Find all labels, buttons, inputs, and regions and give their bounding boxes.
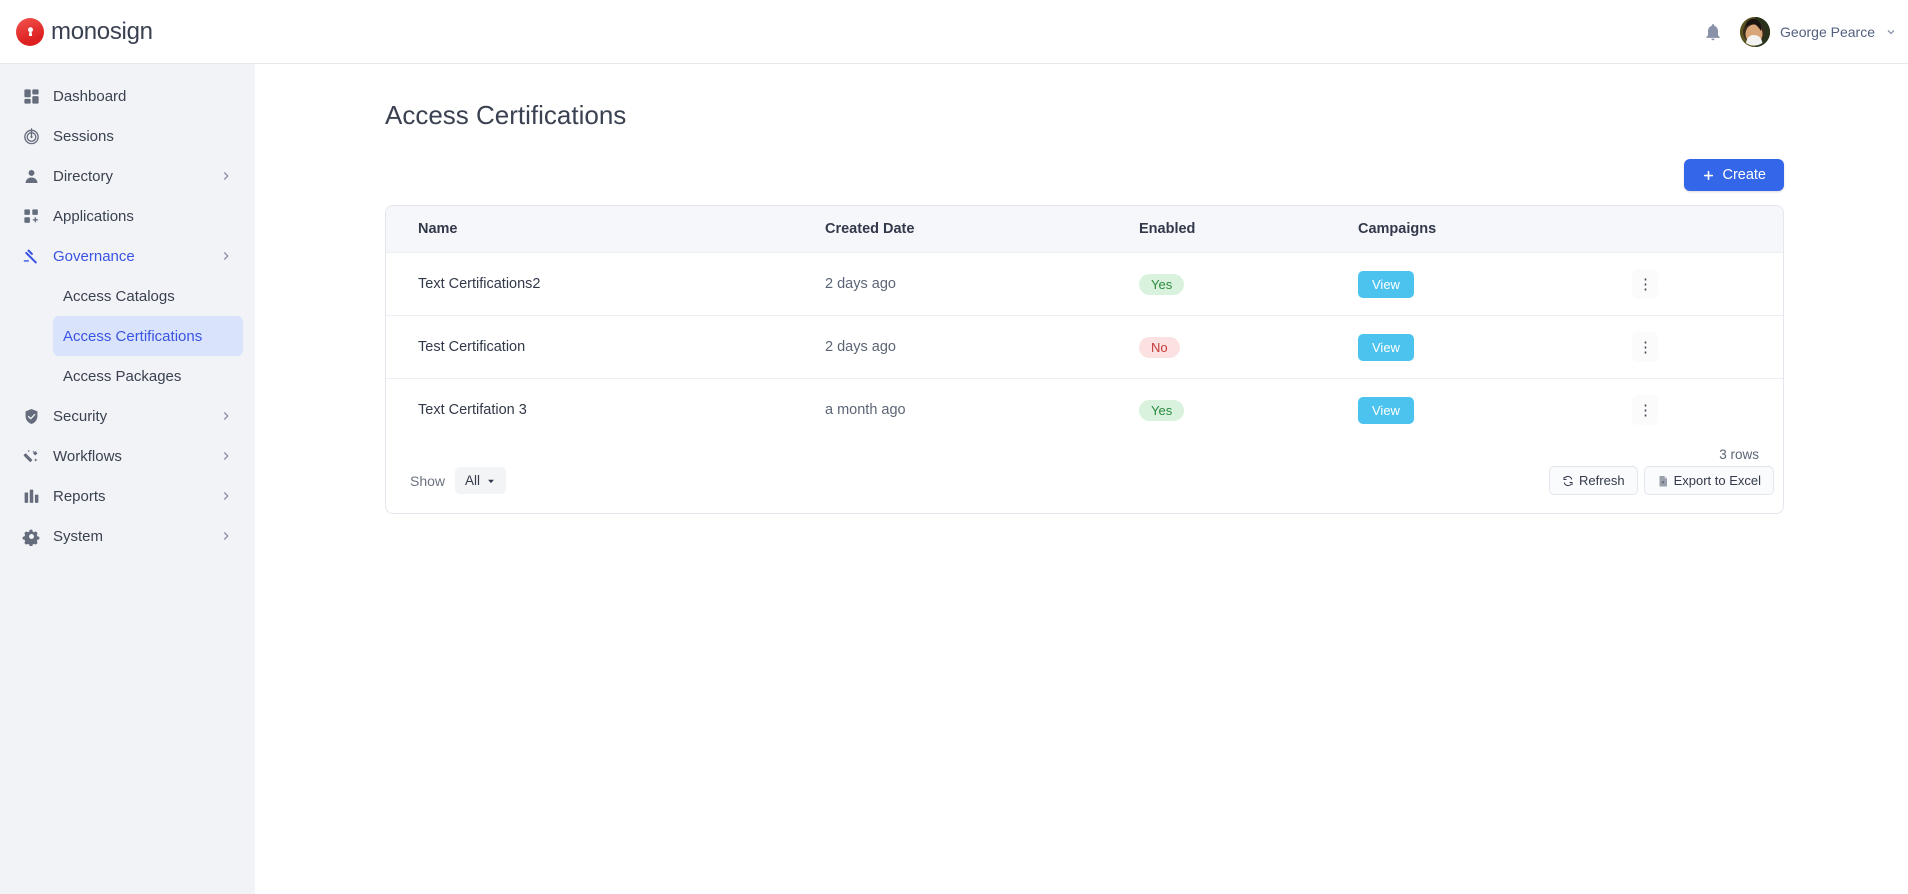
svg-text:X: X <box>1661 479 1664 484</box>
